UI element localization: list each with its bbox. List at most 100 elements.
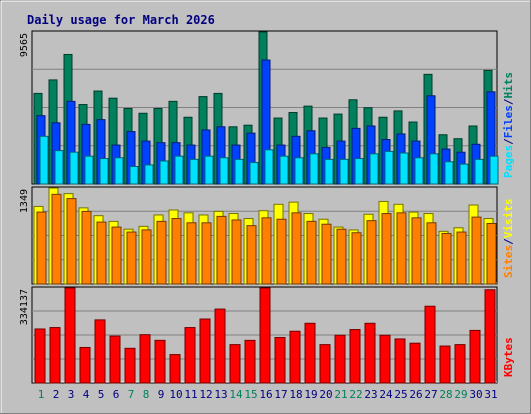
bar-sites-day-26 [411, 217, 422, 285]
bar-kbytes-day-22 [349, 329, 361, 384]
x-tick-label-day-19: 19 [304, 388, 317, 401]
bar-pages-day-15 [249, 162, 259, 185]
bar-kbytes-day-15 [244, 339, 256, 384]
x-tick-label-day-21: 21 [334, 388, 347, 401]
legend-kbytes: KBytes [502, 337, 515, 377]
bar-kbytes-day-3 [64, 287, 76, 384]
bar-sites-day-20 [321, 223, 332, 285]
bar-kbytes-day-23 [364, 322, 376, 384]
bar-kbytes-day-27 [424, 305, 436, 384]
bar-sites-day-9 [156, 220, 167, 285]
bar-sites-day-25 [396, 212, 407, 285]
x-axis-day-labels: 1 2 3 4 5 6 7 8 9 10 11 12 13 14 15 16 17 18 19 20 21 22 23 24 2… [38, 388, 498, 401]
bar-sites-day-23 [366, 220, 377, 285]
bar-pages-day-18 [294, 157, 304, 185]
bar-sites-day-4 [81, 210, 92, 285]
bar-pages-day-2 [54, 150, 64, 185]
bar-kbytes-day-24 [379, 334, 391, 384]
bar-sites-day-28 [441, 232, 452, 285]
x-tick-label-day-12: 12 [199, 388, 212, 401]
bar-pages-day-30 [474, 158, 484, 185]
bar-pages-day-12 [204, 155, 214, 185]
x-tick-label-day-6: 6 [113, 388, 120, 401]
x-tick-label-day-2: 2 [53, 388, 60, 401]
bar-sites-day-27 [426, 222, 437, 285]
bar-sites-day-6 [111, 226, 122, 285]
bar-kbytes-day-29 [454, 344, 466, 384]
bar-kbytes-day-1 [34, 328, 46, 384]
bar-sites-day-31 [486, 223, 497, 285]
x-tick-label-day-25: 25 [394, 388, 407, 401]
bar-sites-day-22 [351, 232, 362, 285]
x-tick-label-day-5: 5 [98, 388, 105, 401]
bar-kbytes-day-2 [49, 327, 61, 384]
legend-item: / [502, 98, 515, 105]
bar-pages-day-20 [324, 158, 334, 185]
legend-item: / [502, 238, 515, 245]
x-tick-label-day-13: 13 [214, 388, 227, 401]
bar-pages-day-4 [84, 155, 94, 185]
legend-visits-sites: Sites/Visits [502, 199, 515, 279]
bar-pages-day-17 [279, 155, 289, 185]
bar-sites-day-8 [141, 229, 152, 285]
panel-visits-sites: 1349 Sites/Visits [19, 186, 515, 285]
bar-sites-day-15 [246, 225, 257, 285]
bar-kbytes-day-4 [79, 346, 91, 384]
x-tick-label-day-31: 31 [484, 388, 497, 401]
bar-pages-day-29 [459, 163, 469, 185]
panel-kbytes: 334137 KBytes [19, 286, 515, 384]
x-tick-label-day-16: 16 [259, 388, 272, 401]
legend-item: Pages [502, 145, 515, 178]
bar-sites-day-30 [471, 216, 482, 285]
bar-kbytes-day-19 [304, 322, 316, 384]
legend-item: Sites [502, 245, 515, 278]
bar-kbytes-day-25 [394, 338, 406, 384]
bar-pages-day-28 [444, 161, 454, 185]
x-tick-label-day-26: 26 [409, 388, 422, 401]
bar-kbytes-day-8 [139, 334, 151, 384]
bar-pages-day-16 [264, 149, 274, 185]
bar-sites-day-21 [336, 228, 347, 285]
bar-kbytes-day-20 [319, 344, 331, 384]
bar-kbytes-day-9 [154, 339, 166, 384]
bar-pages-day-21 [339, 158, 349, 185]
x-tick-label-day-15: 15 [244, 388, 257, 401]
legend-item: Files [502, 105, 515, 138]
x-tick-label-day-14: 14 [229, 388, 243, 401]
x-tick-label-day-29: 29 [454, 388, 467, 401]
bar-kbytes-day-11 [184, 327, 196, 384]
bar-pages-day-25 [399, 152, 409, 185]
bar-sites-day-10 [171, 218, 182, 285]
bar-sites-day-14 [231, 219, 242, 285]
bar-kbytes-day-12 [199, 318, 211, 384]
bar-sites-day-3 [66, 198, 77, 285]
bar-kbytes-day-16 [259, 287, 271, 384]
bar-pages-day-11 [189, 158, 199, 185]
legend-item: / [502, 138, 515, 145]
bar-sites-day-7 [126, 231, 137, 285]
bar-kbytes-day-7 [124, 347, 136, 384]
bar-pages-day-13 [219, 157, 229, 185]
x-tick-label-day-4: 4 [83, 388, 90, 401]
legend-item: KBytes [502, 337, 515, 377]
bar-pages-day-26 [414, 157, 424, 185]
y-max-label: 9565 [19, 33, 30, 57]
x-tick-label-day-24: 24 [379, 388, 393, 401]
bar-pages-day-6 [114, 157, 124, 185]
bar-kbytes-day-28 [439, 345, 451, 384]
legend-item: Visits [502, 199, 515, 239]
bar-sites-day-18 [291, 212, 302, 285]
bar-kbytes-day-14 [229, 344, 241, 384]
bar-kbytes-day-18 [289, 330, 301, 384]
x-tick-label-day-27: 27 [424, 388, 437, 401]
y-max-label: 334137 [19, 289, 30, 325]
legend-item: Hits [502, 72, 515, 99]
x-tick-label-day-17: 17 [274, 388, 287, 401]
x-tick-label-day-28: 28 [439, 388, 452, 401]
bar-kbytes-day-13 [214, 308, 226, 384]
bar-kbytes-day-6 [109, 335, 121, 384]
bar-pages-day-27 [429, 153, 439, 185]
bar-pages-day-22 [354, 158, 364, 185]
bar-pages-day-10 [174, 155, 184, 185]
